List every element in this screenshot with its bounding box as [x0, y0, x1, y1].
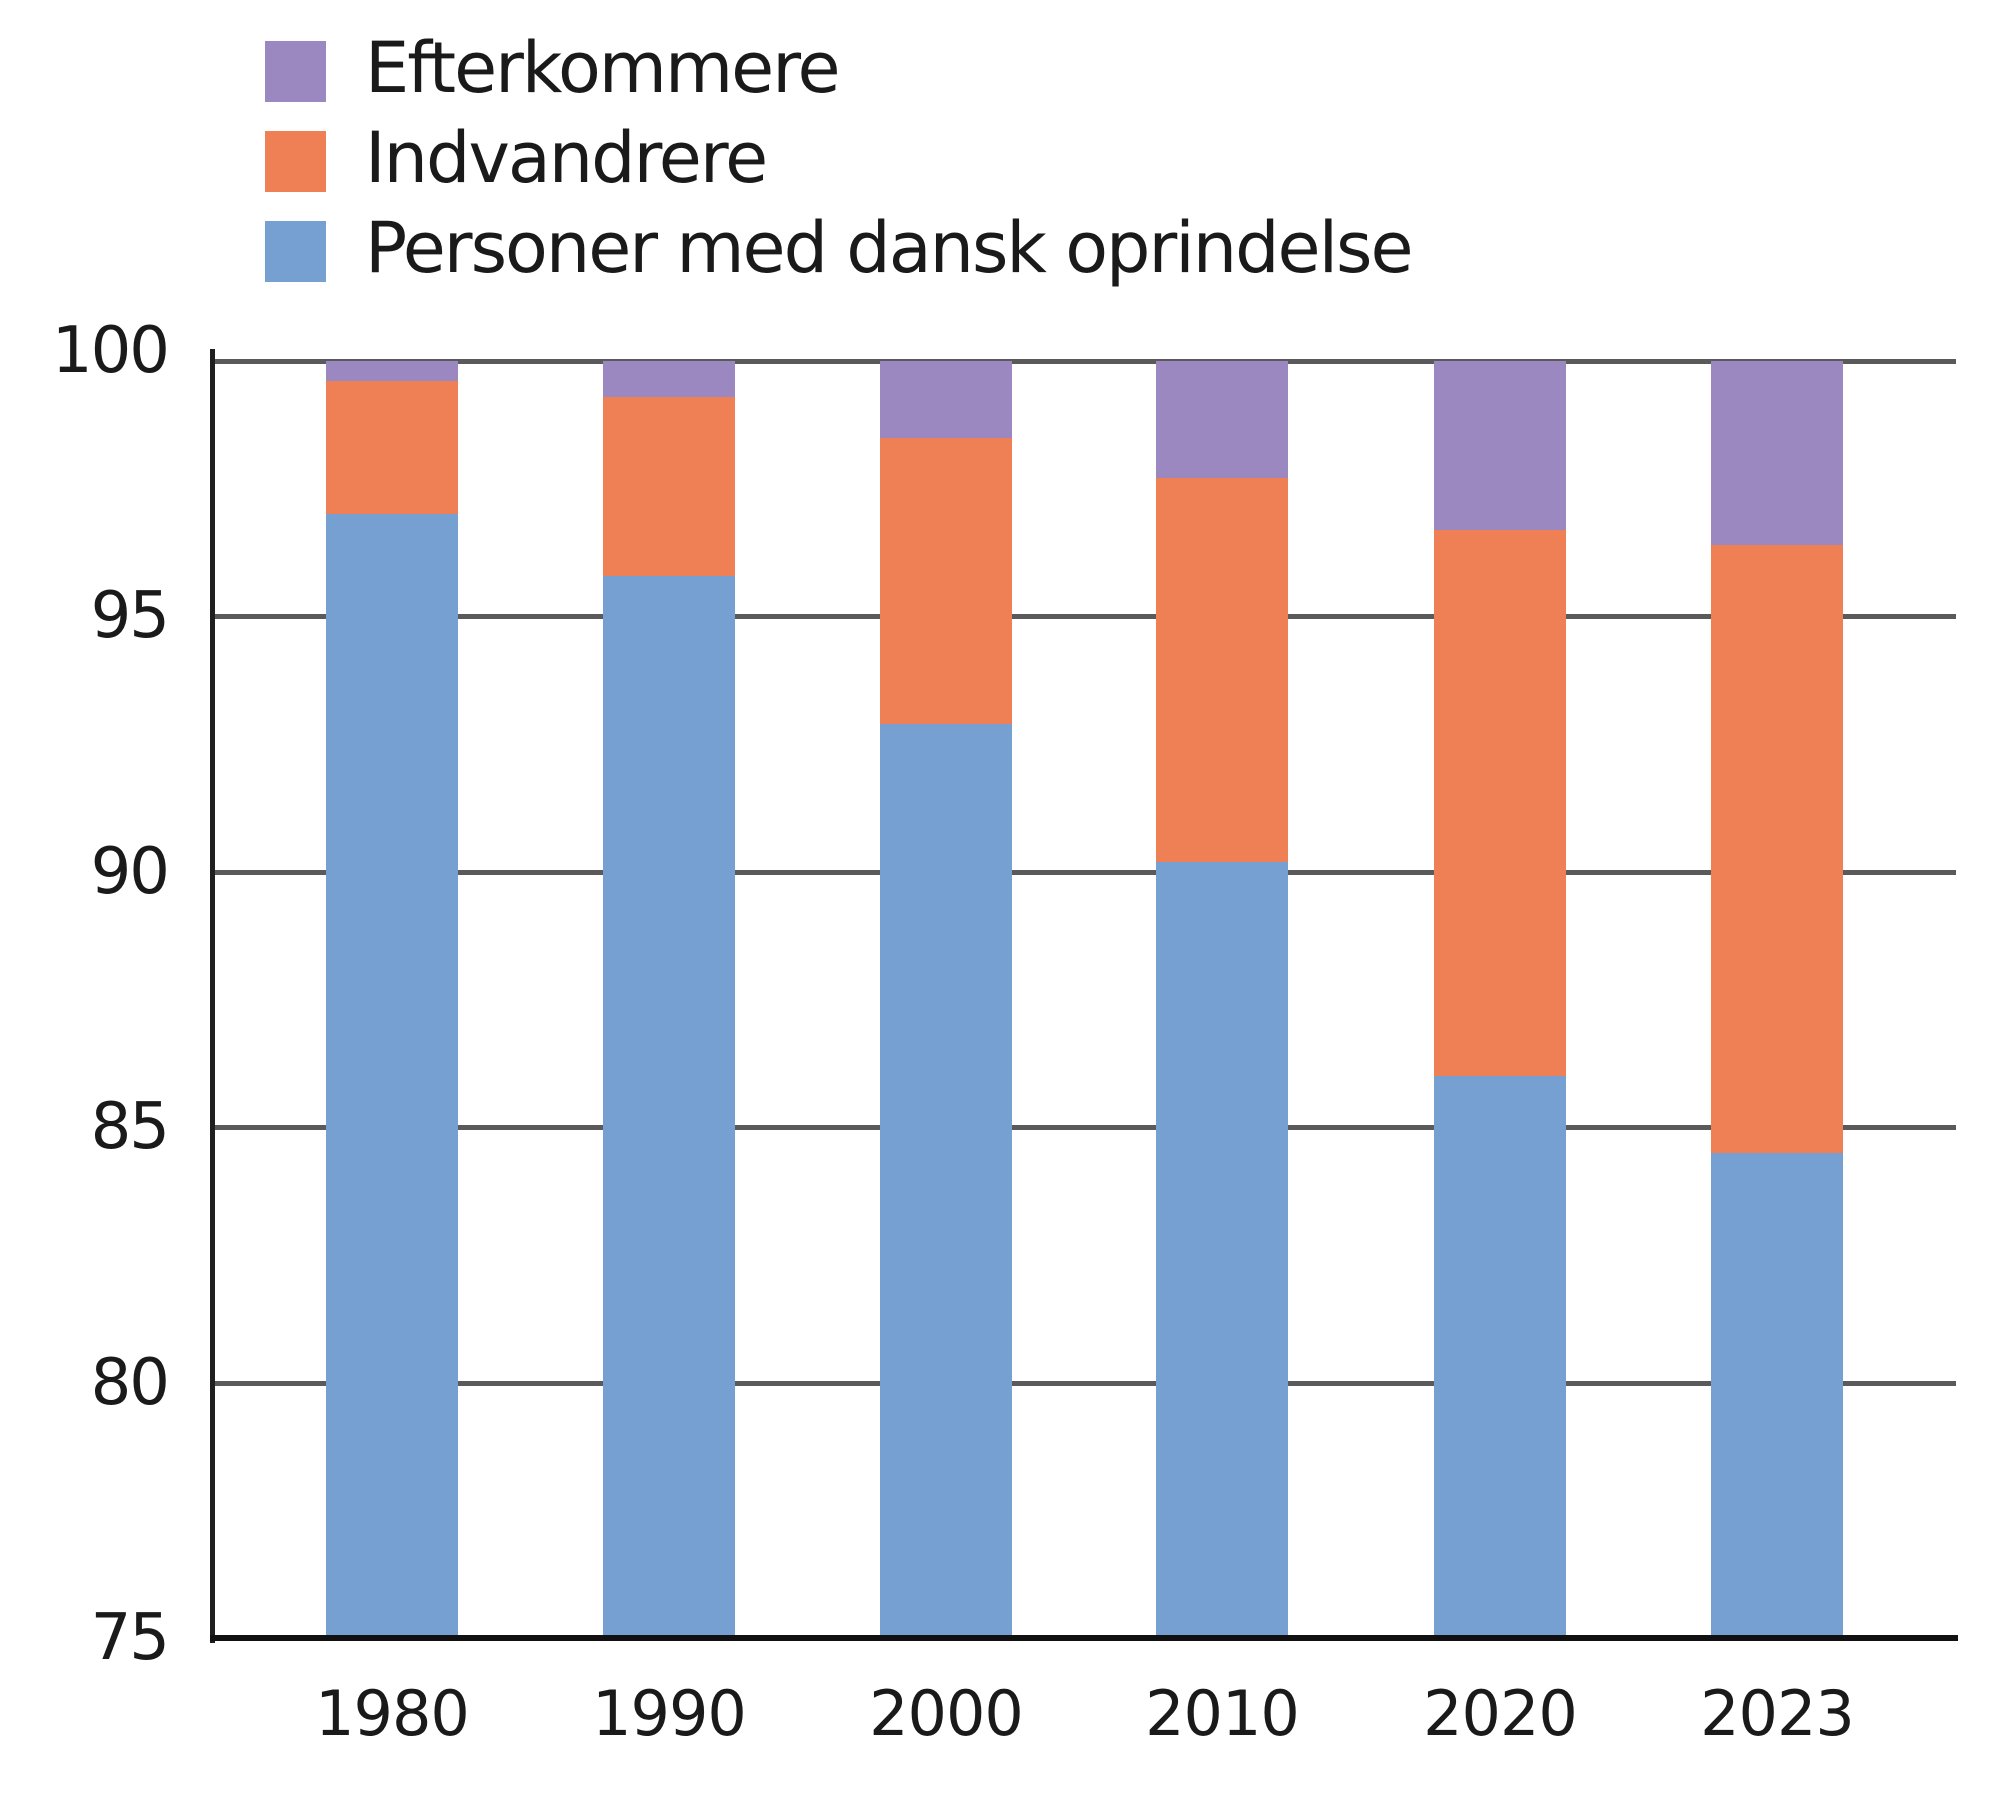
bar-segment [326, 514, 458, 1638]
x-tick-label: 2023 [1700, 1677, 1855, 1750]
bar-segment [1711, 361, 1843, 545]
bar-segment [603, 361, 735, 397]
legend-label: Efterkommere [365, 27, 841, 109]
bar-segment [603, 575, 735, 1638]
gridline [212, 1125, 1956, 1131]
y-tick-label: 85 [90, 1090, 170, 1165]
bar-segment [326, 381, 458, 515]
legend-swatch-dansk-oprindelse [265, 220, 326, 282]
x-axis-line [210, 1635, 1958, 1641]
legend-swatch-efterkommere [265, 40, 326, 102]
legend-item-dansk-oprindelse: Personer med dansk oprindelse [265, 206, 1414, 296]
bar-2023 [1711, 0, 1843, 1819]
bar-2000 [880, 0, 1012, 1819]
bar-segment [880, 723, 1012, 1638]
bar-segment [1156, 478, 1288, 862]
x-tick-label: 2020 [1423, 1677, 1578, 1750]
legend-item-indvandrere: Indvandrere [265, 116, 768, 206]
bar-segment [1711, 1152, 1843, 1638]
gridline [212, 614, 1956, 620]
gridline [212, 359, 1956, 364]
bar-1990 [603, 0, 735, 1819]
x-tick-label: 2010 [1145, 1677, 1300, 1750]
x-tick-label: 1980 [315, 1677, 470, 1750]
bar-segment [1156, 861, 1288, 1638]
bar-segment [1434, 1076, 1566, 1638]
y-tick-label: 100 [51, 314, 170, 388]
y-tick-label: 75 [90, 1601, 170, 1675]
bar-2010 [1156, 0, 1288, 1819]
y-axis-line [210, 349, 215, 1643]
chart-legend: Efterkommere Indvandrere Personer med da… [265, 26, 1414, 296]
gridline [212, 869, 1956, 875]
legend-label: Indvandrere [365, 117, 768, 199]
legend-item-efterkommere: Efterkommere [265, 26, 841, 116]
bar-segment [1156, 361, 1288, 479]
bar-2020 [1434, 0, 1566, 1819]
gridline [212, 1380, 1956, 1386]
bar-segment [880, 361, 1012, 438]
bar-segment [1711, 544, 1843, 1153]
y-tick-label: 90 [90, 834, 170, 909]
legend-swatch-indvandrere [265, 130, 326, 192]
bar-segment [1434, 361, 1566, 530]
x-tick-label: 1990 [592, 1677, 747, 1750]
bar-segment [326, 361, 458, 382]
bar-1980 [326, 0, 458, 1819]
legend-label: Personer med dansk oprindelse [365, 207, 1414, 289]
y-tick-label: 95 [90, 579, 170, 654]
bar-segment [1434, 529, 1566, 1077]
bar-segment [880, 437, 1012, 724]
bar-segment [603, 396, 735, 576]
x-tick-label: 2000 [869, 1677, 1024, 1750]
y-tick-label: 80 [90, 1345, 170, 1420]
